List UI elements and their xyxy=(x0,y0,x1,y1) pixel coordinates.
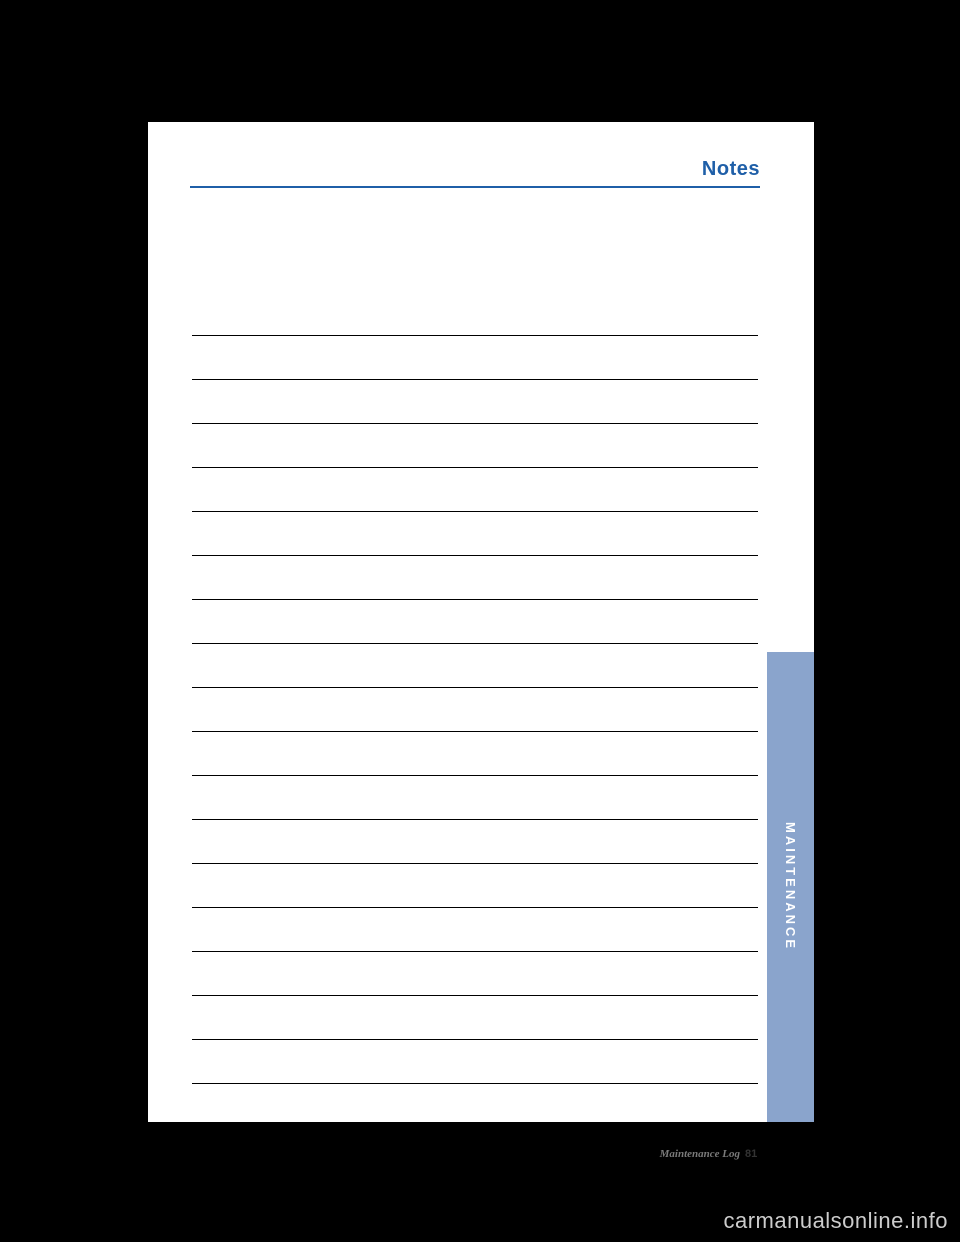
note-line xyxy=(192,995,758,996)
document-page xyxy=(148,122,814,1122)
note-line xyxy=(192,775,758,776)
note-line xyxy=(192,599,758,600)
note-line xyxy=(192,335,758,336)
note-line xyxy=(192,643,758,644)
section-tab-label: MAINTENANCE xyxy=(783,822,798,951)
note-line xyxy=(192,423,758,424)
note-line xyxy=(192,731,758,732)
note-line xyxy=(192,863,758,864)
note-line xyxy=(192,1039,758,1040)
note-line xyxy=(192,951,758,952)
header-divider xyxy=(190,186,760,188)
watermark-text: carmanualsonline.info xyxy=(723,1208,948,1234)
note-line xyxy=(192,907,758,908)
note-line xyxy=(192,379,758,380)
note-line xyxy=(192,555,758,556)
page-number: 81 xyxy=(745,1148,757,1160)
footer-section-label: Maintenance Log xyxy=(660,1148,740,1160)
note-line xyxy=(192,1083,758,1084)
note-line xyxy=(192,511,758,512)
note-line xyxy=(192,687,758,688)
note-line xyxy=(192,467,758,468)
note-line xyxy=(192,819,758,820)
page-title: Notes xyxy=(702,158,760,181)
section-tab-maintenance: MAINTENANCE xyxy=(767,652,814,1122)
